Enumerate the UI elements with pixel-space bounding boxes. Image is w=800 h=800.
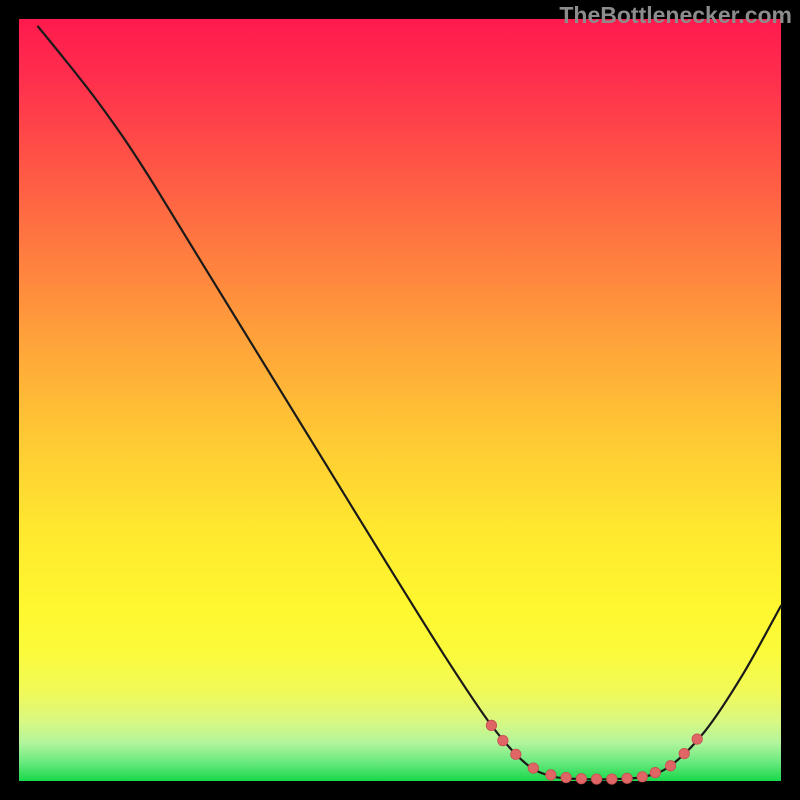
watermark-text: TheBottlenecker.com (559, 2, 792, 29)
fit-marker (498, 735, 508, 745)
fit-marker (528, 763, 538, 773)
chart-container: TheBottlenecker.com (0, 0, 800, 800)
fit-marker (637, 772, 647, 782)
fit-marker (650, 767, 660, 777)
fit-marker (486, 720, 496, 730)
plot-area (19, 19, 781, 781)
fit-marker (607, 774, 617, 784)
fit-marker (561, 772, 571, 782)
fit-marker (546, 770, 556, 780)
fit-marker (622, 773, 632, 783)
fit-marker (665, 761, 675, 771)
fit-marker (692, 734, 702, 744)
fit-marker (679, 748, 689, 758)
fit-marker (576, 774, 586, 784)
fit-marker (591, 774, 601, 784)
fit-marker (511, 749, 521, 759)
chart-svg (0, 0, 800, 800)
